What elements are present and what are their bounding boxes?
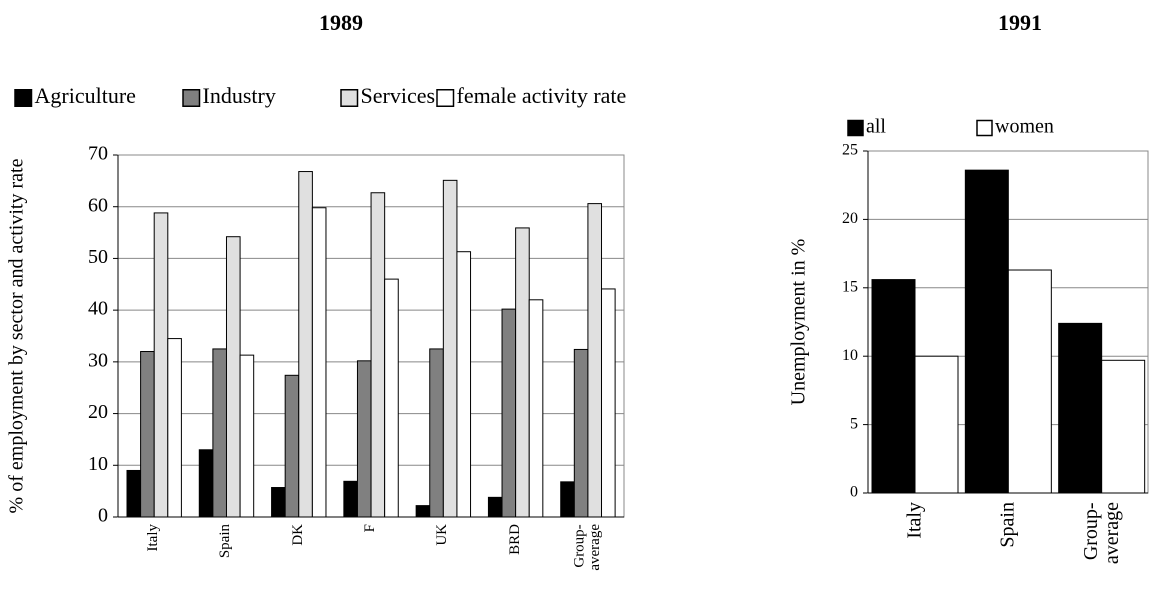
y-tick-label: 0: [98, 505, 108, 527]
bar: [601, 288, 616, 518]
bar: [1101, 359, 1146, 494]
y-tick-label: 60: [88, 194, 108, 216]
x-tick-label: Spain: [996, 502, 1019, 548]
x-tick-label: Italy: [903, 502, 926, 539]
x-tick-label: Group- average: [1079, 502, 1123, 565]
bar: [370, 192, 386, 518]
y-tick-label: 10: [842, 347, 858, 364]
x-tick-label: DK: [289, 524, 306, 546]
bar: [140, 351, 155, 518]
legend-swatch: [14, 89, 33, 107]
bar: [442, 179, 458, 518]
y-axis-label: Unemployment in %: [788, 239, 810, 406]
y-tick-label: 30: [88, 349, 108, 371]
bar: [415, 505, 431, 518]
x-tick-label: F: [362, 524, 379, 533]
bar: [487, 496, 503, 518]
bar: [528, 299, 544, 518]
y-tick-label: 50: [88, 246, 108, 268]
x-tick-label: Italy: [145, 524, 162, 552]
bar: [429, 348, 444, 518]
bar: [384, 278, 399, 518]
bar: [1058, 322, 1103, 494]
y-tick-label: 15: [842, 278, 858, 295]
bar: [225, 236, 241, 518]
bar: [515, 227, 530, 518]
bar: [298, 171, 313, 518]
chart-title: 1989: [319, 10, 363, 35]
bar: [1007, 269, 1052, 494]
y-tick-label: 0: [850, 484, 858, 501]
y-tick-label: 10: [88, 453, 108, 475]
y-tick-label: 20: [88, 401, 108, 423]
bar: [198, 449, 214, 518]
x-tick-label: Spain: [217, 524, 234, 559]
bar: [560, 481, 575, 518]
legend-label: female activity rate: [457, 83, 627, 108]
y-axis-label: % of employment by sector and activity r…: [6, 158, 28, 513]
y-tick-label: 40: [88, 298, 108, 320]
bar: [126, 469, 142, 518]
legend-label: Industry: [203, 83, 276, 108]
legend-label: women: [995, 116, 1054, 138]
bar: [167, 338, 182, 518]
bar: [284, 374, 300, 518]
bar: [343, 480, 358, 518]
y-tick-label: 5: [850, 415, 858, 432]
y-tick-label: 25: [842, 142, 858, 159]
bar: [153, 212, 169, 518]
y-tick-label: 70: [88, 143, 108, 165]
bar: [356, 360, 372, 518]
bar: [914, 355, 959, 494]
legend-label: Agriculture: [35, 83, 136, 108]
y-tick-label: 20: [842, 210, 858, 227]
x-tick-label: UK: [434, 524, 451, 546]
legend-label: all: [866, 116, 886, 138]
legend-swatch: [436, 89, 455, 107]
bar: [871, 279, 916, 494]
bar: [311, 207, 327, 518]
x-tick-label: BRD: [506, 524, 523, 555]
bar: [456, 251, 472, 518]
bar: [573, 348, 589, 518]
bar: [271, 487, 286, 518]
legend-swatch: [340, 89, 359, 107]
legend-swatch: [847, 119, 864, 137]
bar: [587, 203, 603, 518]
bar: [212, 348, 227, 518]
legend-label: Services: [361, 83, 436, 108]
bar: [964, 169, 1009, 494]
bar: [239, 354, 255, 518]
bar: [501, 308, 517, 518]
chart-title: 1991: [998, 10, 1042, 35]
x-tick-label: Group- average: [571, 524, 603, 571]
legend-swatch: [182, 89, 201, 107]
legend-swatch: [976, 119, 993, 137]
